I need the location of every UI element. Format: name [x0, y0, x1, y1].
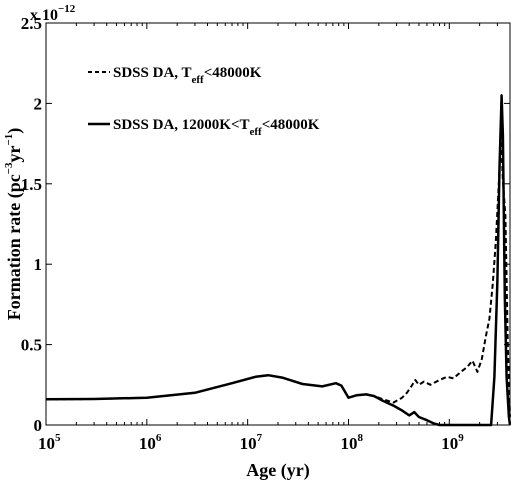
legend-entry-1-tail: <48000K	[204, 65, 262, 81]
y-axis-label-sup2: −1	[3, 134, 15, 146]
y-axis-label: Formation rate (pc−3yr−1)	[3, 128, 25, 321]
y-tick-label: 0.5	[21, 336, 42, 355]
legend-entry-1: SDSS DA, Teff<48000K	[113, 65, 262, 86]
legend-entry-2-main: SDSS DA, 12000K<T	[113, 117, 250, 133]
x-tick-label: 109	[441, 432, 464, 453]
y-tick-label: 2	[34, 94, 43, 113]
x-tick-exp: 8	[357, 432, 363, 444]
y-multiplier-base: x 10	[30, 7, 58, 24]
y-multiplier-exp: −12	[58, 3, 76, 15]
x-tick-label: 105	[38, 432, 61, 453]
y-multiplier: x 10−12	[30, 3, 76, 24]
axis-ticks	[45, 22, 511, 426]
x-tick-label: 107	[240, 432, 263, 453]
series-line-solid	[45, 94, 511, 427]
x-tick-exp: 9	[458, 432, 464, 444]
x-tick-base: 10	[441, 434, 458, 453]
series-line-dashed	[45, 134, 511, 418]
legend: SDSS DA, Teff<48000K SDSS DA, 12000K<Tef…	[88, 65, 320, 138]
x-tick-label: 108	[340, 432, 363, 453]
y-tick-labels: 0 0.5 1 1.5 2 2.5	[21, 14, 42, 435]
y-axis-label-mid: yr	[4, 146, 24, 163]
x-tick-base: 10	[340, 434, 357, 453]
y-axis-label-sup1: −3	[3, 162, 15, 174]
x-tick-exp: 7	[257, 432, 263, 444]
y-tick-label: 1	[34, 255, 43, 274]
plot-frame	[45, 22, 511, 426]
series-layer	[45, 94, 511, 427]
x-tick-labels: 105 106 107 108 109	[38, 432, 464, 453]
x-axis-label: Age (yr)	[246, 460, 309, 481]
x-tick-exp: 5	[55, 432, 61, 444]
y-axis-label-main: Formation rate (pc	[4, 174, 25, 320]
legend-entry-1-main: SDSS DA, T	[113, 65, 192, 81]
x-tick-base: 10	[240, 434, 257, 453]
y-tick-label: 2.5	[21, 14, 42, 33]
legend-entry-2-sub: eff	[250, 126, 263, 138]
legend-entry-2-tail: <48000K	[262, 117, 320, 133]
x-tick-base: 10	[139, 434, 156, 453]
x-tick-base: 10	[38, 434, 55, 453]
legend-entry-2: SDSS DA, 12000K<Teff<48000K	[113, 117, 320, 138]
y-tick-label: 0	[34, 416, 43, 435]
y-axis-label-end: )	[4, 128, 25, 134]
y-tick-label: 1.5	[21, 175, 42, 194]
x-tick-label: 106	[139, 432, 162, 453]
legend-entry-1-sub: eff	[192, 74, 205, 86]
x-tick-exp: 6	[156, 432, 162, 444]
